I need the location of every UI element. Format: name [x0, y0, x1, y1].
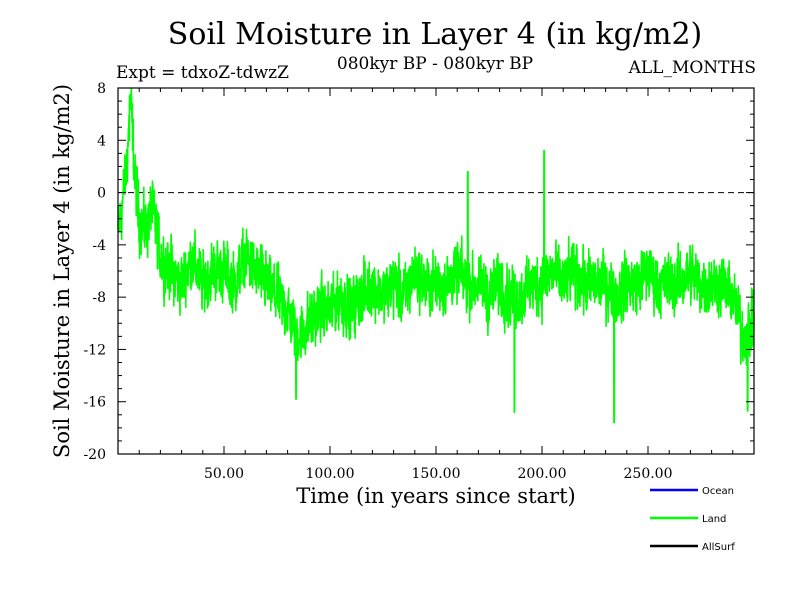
y-tick-label: -4 [92, 238, 106, 254]
y-tick-label: 4 [97, 133, 106, 149]
x-tick-label: 200.00 [518, 466, 567, 482]
chart-title: Soil Moisture in Layer 4 (in kg/m2) [167, 17, 703, 52]
y-tick-label: -8 [92, 290, 106, 306]
y-tick-label: -20 [83, 447, 106, 463]
series-line-land [117, 87, 755, 424]
x-tick-label: 250.00 [624, 466, 673, 482]
y-tick-label: 0 [97, 186, 106, 202]
y-tick-label: -16 [83, 395, 106, 411]
x-tick-label: 100.00 [306, 466, 355, 482]
x-tick-label: 150.00 [412, 466, 461, 482]
months-label: ALL_MONTHS [628, 58, 756, 78]
experiment-label: Expt = tdxoZ-tdwzZ [116, 63, 289, 83]
x-axis-label: Time (in years since start) [296, 484, 576, 508]
legend-label-ocean: Ocean [702, 486, 734, 497]
x-tick-label: 50.00 [204, 466, 244, 482]
y-tick-label: -12 [83, 342, 106, 358]
legend-label-allsurf: AllSurf [702, 542, 735, 553]
y-tick-label: 8 [97, 81, 106, 97]
chart-subtitle: 080kyr BP - 080kyr BP [336, 54, 534, 74]
legend-label-land: Land [702, 514, 726, 525]
